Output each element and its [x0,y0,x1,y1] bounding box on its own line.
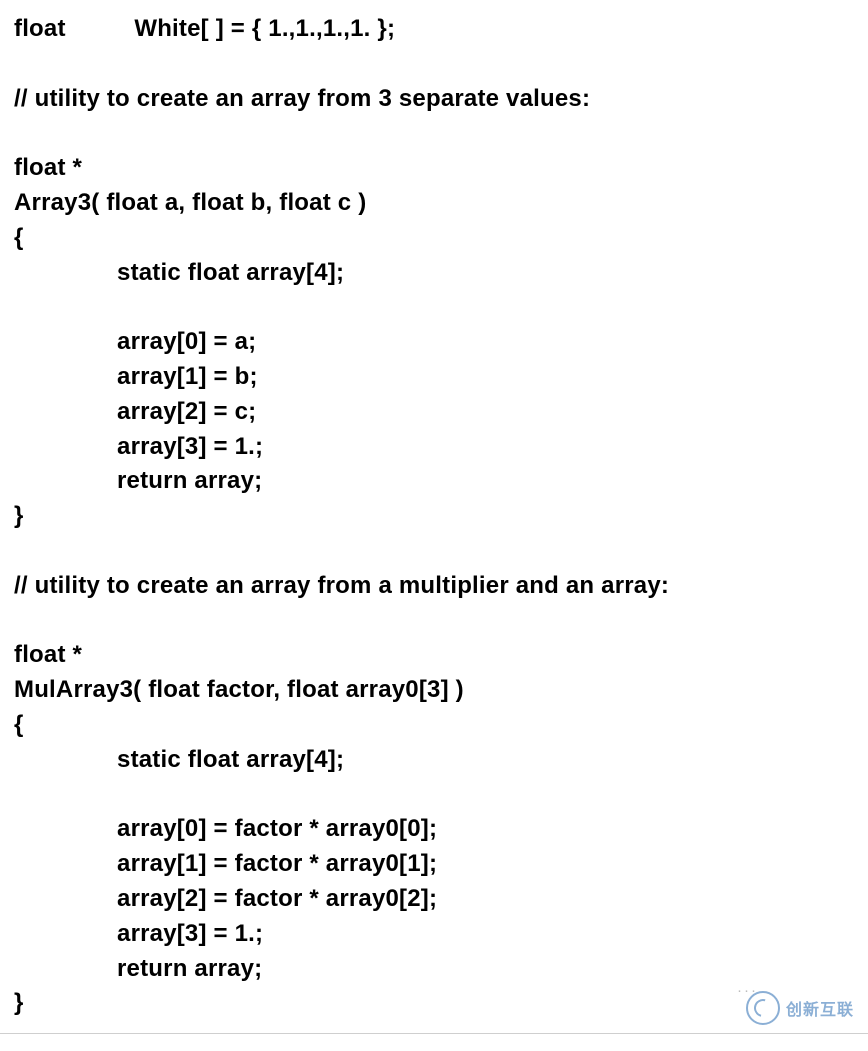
brand-watermark-text: 创新互联 [786,996,854,1020]
code-block: float White[ ] = { 1.,1.,1.,1. }; // uti… [14,12,854,1021]
document-page: float White[ ] = { 1.,1.,1.,1. }; // uti… [0,0,868,1034]
brand-logo-icon [746,991,780,1025]
code-content-area: float White[ ] = { 1.,1.,1.,1. }; // uti… [0,0,868,1051]
brand-watermark: 创新互联 [746,991,854,1025]
